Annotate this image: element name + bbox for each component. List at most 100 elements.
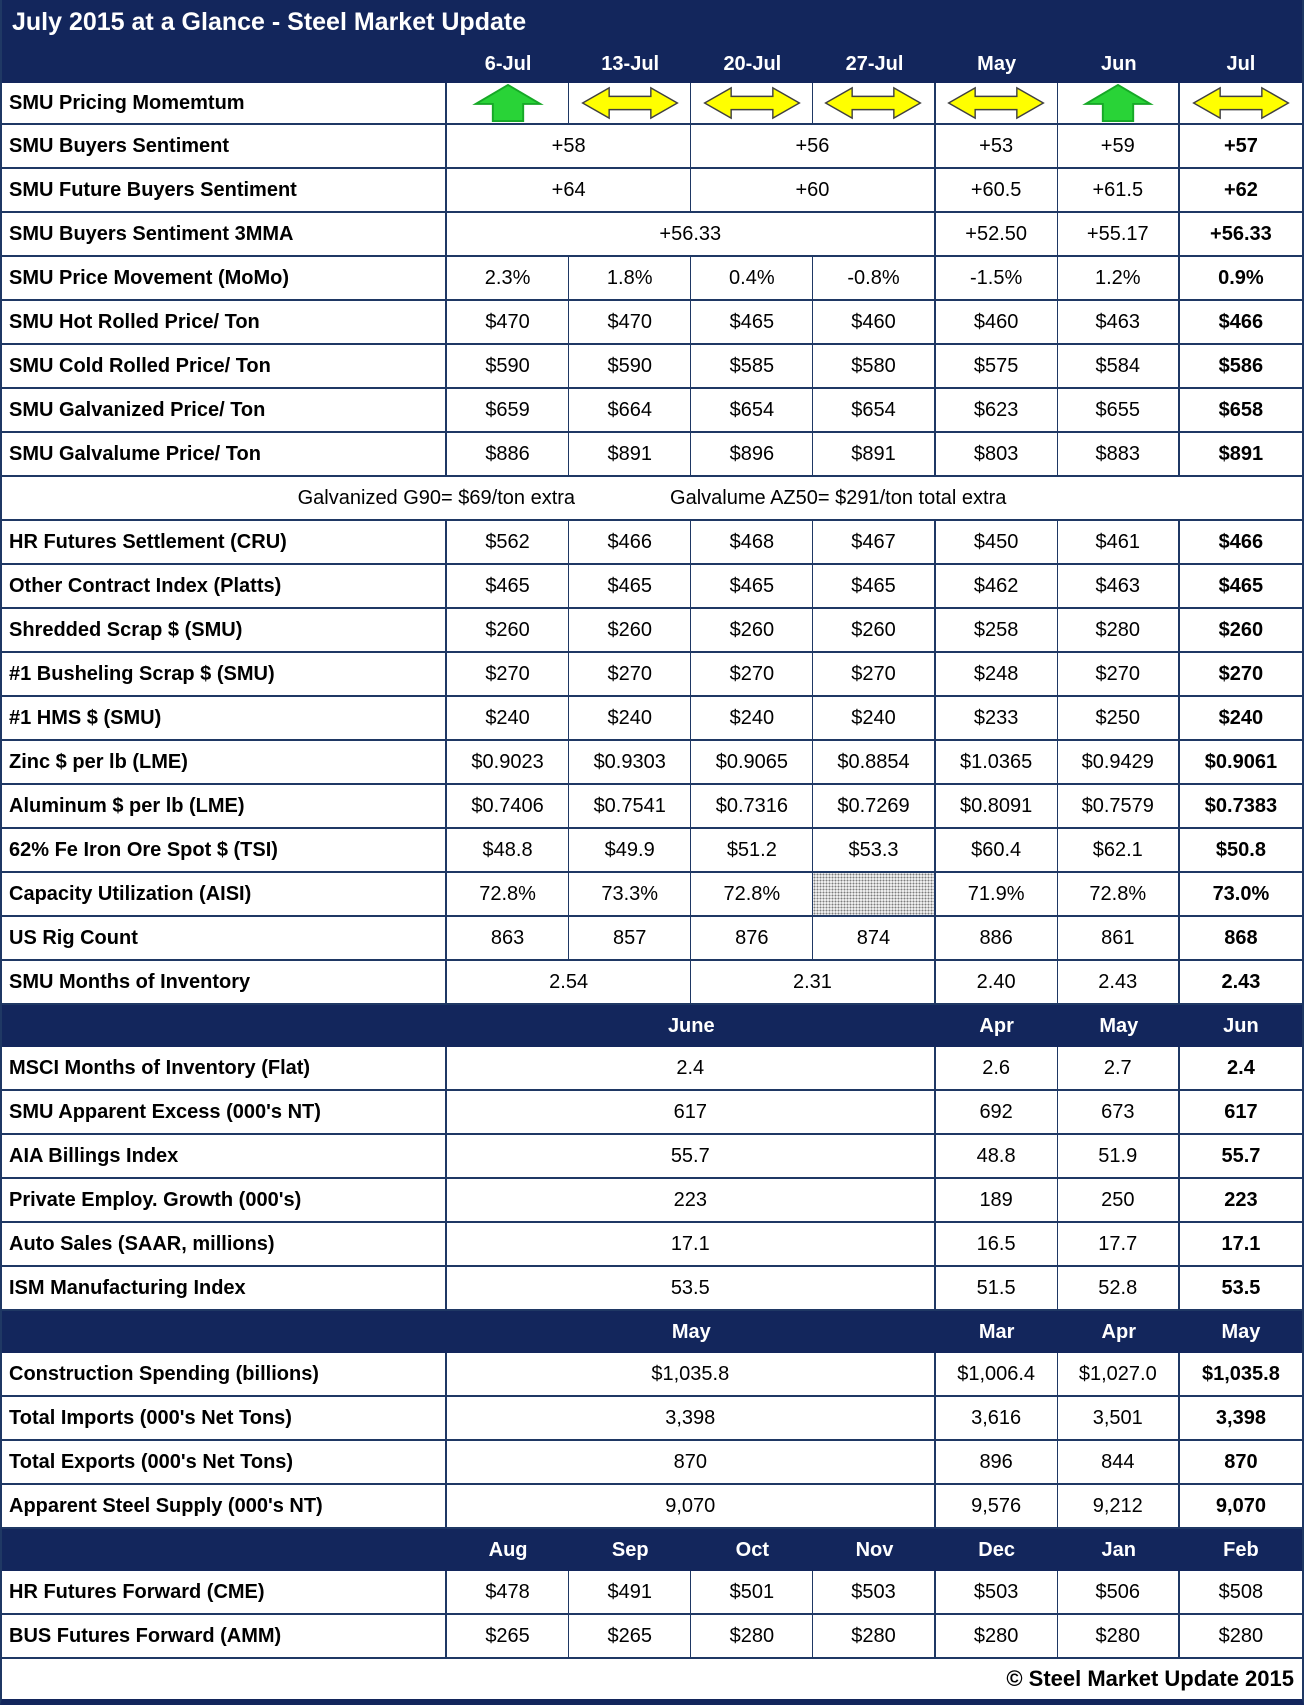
row-label: US Rig Count	[2, 917, 447, 959]
row-label: AIA Billings Index	[2, 1135, 447, 1177]
value-cell: 53.5	[1221, 1276, 1261, 1299]
value-cell: 3,398	[447, 1397, 936, 1439]
col-header: Jun	[1100, 52, 1137, 75]
value-cell: $0.9429	[1058, 741, 1180, 783]
col-header: Jan	[1101, 1538, 1136, 1561]
value-cell: +56.33	[447, 213, 936, 255]
value-cell: 73.3%	[569, 873, 692, 915]
value-cell: $280	[813, 1615, 936, 1657]
value-cell: $270	[813, 653, 936, 695]
row-hot-rolled-price: SMU Hot Rolled Price/ Ton $470 $470 $465…	[2, 301, 1302, 345]
value-cell: 0.9%	[1218, 266, 1264, 289]
col-header: May	[1221, 1320, 1261, 1343]
value-cell: 870	[447, 1441, 936, 1483]
value-cell: 863	[447, 917, 570, 959]
row-hr-futures-settlement: HR Futures Settlement (CRU) $562 $466 $4…	[2, 521, 1302, 565]
col-header: May	[1099, 1014, 1139, 1037]
value-cell: $240	[813, 697, 936, 739]
value-cell: $465	[813, 565, 936, 607]
value-cell: $250	[1058, 697, 1180, 739]
sideways-arrow-icon	[824, 86, 923, 120]
row-total-exports: Total Exports (000's Net Tons) 870 896 8…	[2, 1441, 1302, 1485]
row-label: Other Contract Index (Platts)	[2, 565, 447, 607]
value-cell: $501	[691, 1571, 814, 1613]
value-cell: 861	[1058, 917, 1180, 959]
value-cell: +58	[447, 125, 692, 167]
value-cell: $0.8854	[813, 741, 936, 783]
value-cell: $590	[569, 345, 692, 387]
row-busheling-scrap: #1 Busheling Scrap $ (SMU) $270 $270 $27…	[2, 653, 1302, 697]
col-header: Oct	[735, 1538, 770, 1561]
value-cell: $562	[447, 521, 570, 563]
value-cell: +52.50	[936, 213, 1058, 255]
header-spacer	[2, 1529, 447, 1571]
value-cell: 55.7	[1221, 1144, 1261, 1167]
value-cell: $463	[1058, 301, 1180, 343]
value-cell: 673	[1058, 1091, 1180, 1133]
value-cell: $1,006.4	[936, 1353, 1058, 1395]
up-arrow-icon	[471, 84, 544, 122]
row-label: BUS Futures Forward (AMM)	[2, 1615, 447, 1657]
galvalume-extra-note: Galvalume AZ50= $291/ton total extra	[670, 486, 1007, 509]
value-cell: 857	[569, 917, 692, 959]
momentum-arrow-cell	[813, 83, 936, 123]
row-label: SMU Buyers Sentiment	[2, 125, 447, 167]
value-cell: $270	[447, 653, 570, 695]
value-cell: +55.17	[1058, 213, 1180, 255]
row-rig-count: US Rig Count 863 857 876 874 886 861 868	[2, 917, 1302, 961]
row-label: SMU Pricing Momemtum	[2, 83, 447, 123]
value-cell: 2.7	[1058, 1047, 1180, 1089]
value-cell: $463	[1058, 565, 1180, 607]
value-cell: $1,035.8	[447, 1353, 936, 1395]
row-label: Total Exports (000's Net Tons)	[2, 1441, 447, 1483]
value-cell: +57	[1223, 134, 1258, 157]
row-label: HR Futures Forward (CME)	[2, 1571, 447, 1613]
value-cell: $585	[691, 345, 814, 387]
value-cell: $590	[447, 345, 570, 387]
header-spacer	[2, 45, 447, 83]
value-cell: $465	[691, 301, 814, 343]
value-cell: $659	[447, 389, 570, 431]
col-header: Aug	[488, 1538, 528, 1561]
value-cell: 2.54	[447, 961, 692, 1003]
value-cell: +64	[447, 169, 692, 211]
value-cell: $465	[447, 565, 570, 607]
value-cell: $60.4	[936, 829, 1058, 871]
sideways-arrow-icon	[1192, 86, 1290, 120]
value-cell: 52.8	[1058, 1267, 1180, 1309]
row-label: SMU Galvanized Price/ Ton	[2, 389, 447, 431]
value-cell: 0.4%	[691, 257, 814, 299]
value-cell: $260	[691, 609, 814, 651]
value-cell: 886	[936, 917, 1058, 959]
value-cell: $240	[691, 697, 814, 739]
col-header: 13-Jul	[601, 52, 660, 75]
value-cell: 48.8	[936, 1135, 1058, 1177]
value-cell: $48.8	[447, 829, 570, 871]
value-cell: 876	[691, 917, 814, 959]
value-cell: $623	[936, 389, 1058, 431]
value-cell: $586	[1218, 354, 1264, 377]
value-cell: $0.7383	[1204, 794, 1278, 817]
value-cell: $503	[813, 1571, 936, 1613]
row-aluminum: Aluminum $ per lb (LME) $0.7406 $0.7541 …	[2, 785, 1302, 829]
row-label: SMU Apparent Excess (000's NT)	[2, 1091, 447, 1133]
value-cell: +59	[1058, 125, 1180, 167]
value-cell: 2.40	[936, 961, 1058, 1003]
momentum-arrow-cell	[1058, 83, 1180, 123]
col-header: Jun	[1223, 1014, 1259, 1037]
col-header: Sep	[611, 1538, 649, 1561]
row-apparent-excess: SMU Apparent Excess (000's NT) 617 692 6…	[2, 1091, 1302, 1135]
row-label: Shredded Scrap $ (SMU)	[2, 609, 447, 651]
value-cell: $265	[569, 1615, 692, 1657]
row-galvanized-price: SMU Galvanized Price/ Ton $659 $664 $654…	[2, 389, 1302, 433]
value-cell: $491	[569, 1571, 692, 1613]
row-cold-rolled-price: SMU Cold Rolled Price/ Ton $590 $590 $58…	[2, 345, 1302, 389]
value-cell: $240	[1218, 706, 1264, 729]
value-cell: $0.9065	[691, 741, 814, 783]
header-spacer	[2, 1005, 447, 1047]
value-cell: $0.7269	[813, 785, 936, 827]
value-cell: 223	[1224, 1188, 1258, 1211]
row-capacity-utilization: Capacity Utilization (AISI) 72.8% 73.3% …	[2, 873, 1302, 917]
value-cell: 9,070	[447, 1485, 936, 1527]
value-cell: $584	[1058, 345, 1180, 387]
